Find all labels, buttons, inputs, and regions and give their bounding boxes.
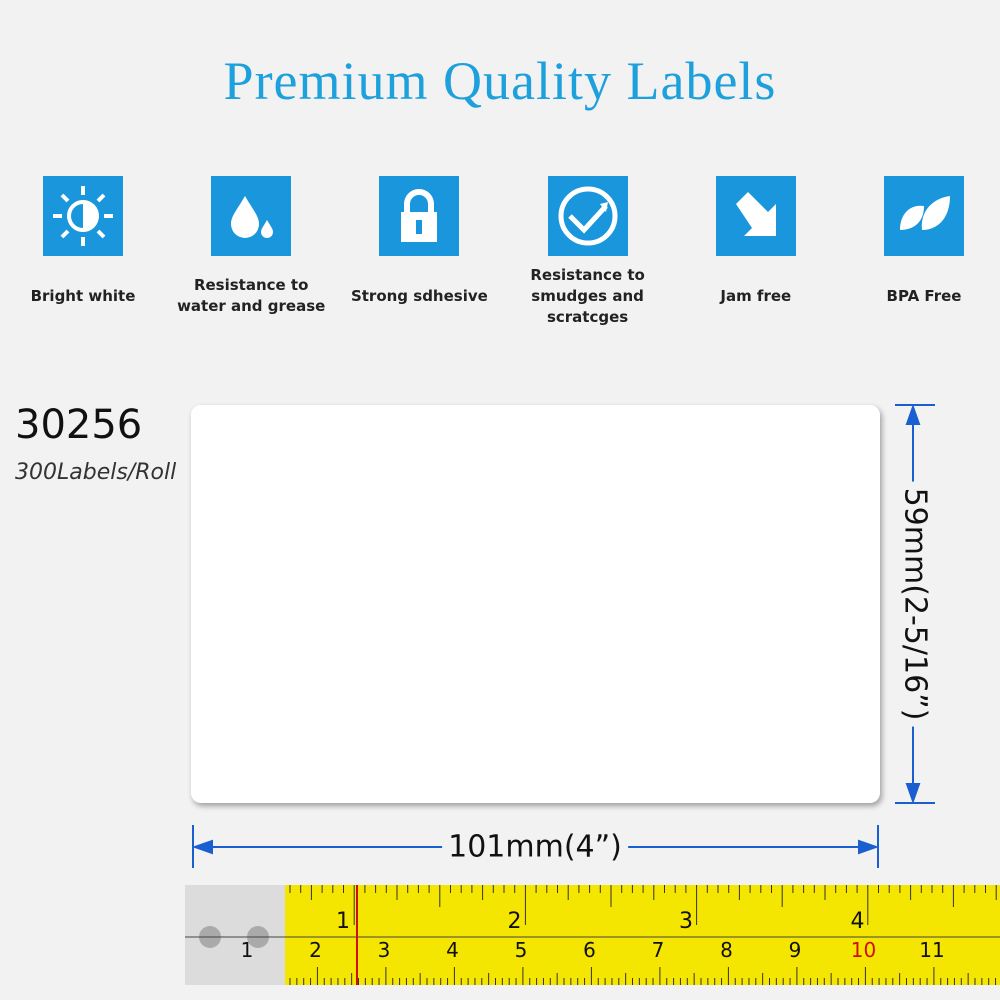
feature-icon	[547, 176, 628, 256]
feature-icon	[211, 176, 292, 256]
feature-icon	[884, 176, 964, 256]
feature: Bright white	[0, 176, 168, 318]
feature-label: BPA Free	[839, 274, 1000, 318]
feature-label-line: smudges and scratcges	[531, 286, 644, 326]
feature-label: Jam free	[671, 274, 841, 318]
tape-cm-label: 8	[720, 938, 733, 962]
product-code: 30256	[15, 402, 143, 448]
feature: BPA Free	[839, 176, 1000, 318]
tape-cm-label: 3	[378, 938, 391, 962]
feature-icon	[379, 176, 460, 256]
tape-cm-label: 10	[851, 938, 876, 962]
feature-label: Bright white	[0, 274, 168, 318]
title: Premium Quality Labels	[223, 51, 777, 111]
feature: Resistance to water and grease	[166, 176, 336, 318]
feature-label: Resistance to smudges and scratcges	[503, 266, 673, 326]
width-label: 101mm(4”)	[442, 829, 628, 865]
tape-cm-label: 1	[241, 938, 254, 962]
feature-label-line: Bright white	[30, 286, 136, 305]
tape-cm-label: 4	[446, 938, 459, 962]
feature-label-line: BPA Free	[886, 286, 962, 305]
feature-label-line: water and grease	[177, 297, 326, 315]
feature-label-line: Jam free	[720, 286, 792, 305]
tape-cm-label: 11	[919, 938, 944, 962]
tape-inch-label: 2	[508, 909, 522, 934]
tape-cm-label: 6	[583, 938, 596, 962]
feature-icon	[43, 176, 123, 256]
feature-label-line: Strong sdhesive	[350, 286, 488, 305]
feature-icon	[715, 176, 796, 256]
feature-label-line: Resistance to	[193, 276, 309, 294]
feature: Strong sdhesive	[334, 176, 504, 318]
tape-cm-label: 7	[652, 938, 665, 962]
tape-cm-label: 2	[309, 938, 322, 962]
tape-inch-label: 4	[851, 909, 865, 934]
tape-cm-label: 5	[515, 938, 528, 962]
tape-measure: 1 2 3 41 2 3 4 5 6 7 8 9 10 11	[185, 885, 1000, 985]
feature-label-line: Resistance to	[530, 265, 645, 284]
per-roll: 300Labels/Roll	[15, 460, 177, 485]
height-label: 59mm(2-5/16”)	[897, 481, 933, 727]
feature: Resistance to smudges and scratcges	[503, 176, 673, 326]
tape-body	[185, 885, 1000, 985]
tape-cm-label: 9	[789, 938, 802, 962]
feature-label: Resistance to water and grease	[166, 274, 336, 318]
tape-inch-label: 3	[679, 909, 693, 934]
tape-inch-label: 1	[336, 909, 350, 934]
feature: Jam free	[671, 176, 841, 318]
feature-label: Strong sdhesive	[334, 274, 504, 318]
label-sample	[191, 405, 880, 803]
